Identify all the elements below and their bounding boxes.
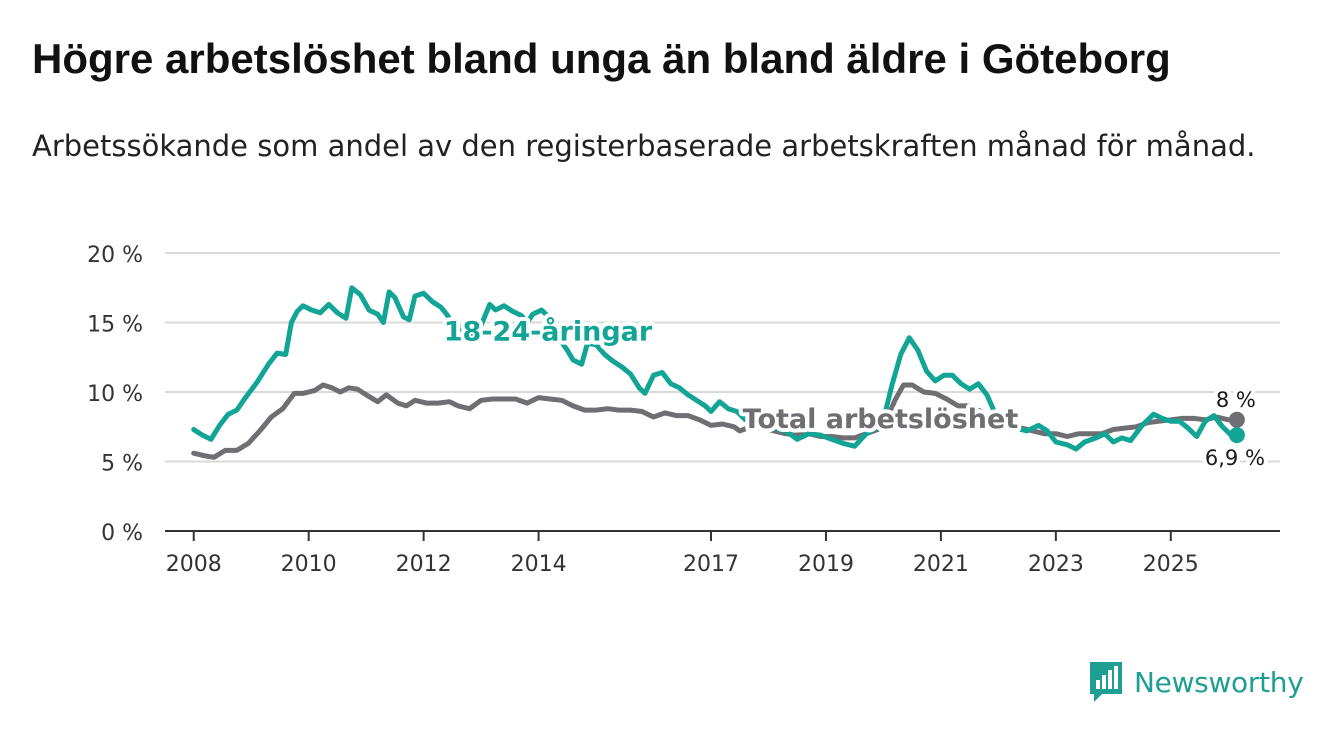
x-tick-label: 2010 xyxy=(281,552,337,577)
end-label-youth: 6,9 % xyxy=(1205,446,1265,470)
x-tick-label: 2025 xyxy=(1143,552,1199,577)
x-tick-label: 2014 xyxy=(511,552,567,577)
chart-title: Högre arbetslöshet bland unga än bland ä… xyxy=(32,35,1171,82)
series-lines xyxy=(191,285,1245,460)
x-tick-label: 2021 xyxy=(913,552,969,577)
grid-lines xyxy=(165,252,1280,463)
end-point-total xyxy=(1228,411,1245,428)
series-label-youth: 18-24-åringar xyxy=(444,316,653,348)
series-label-total: Total arbetslöshet xyxy=(743,404,1019,435)
series-line-total xyxy=(191,382,1240,460)
y-tick-label: 20 % xyxy=(87,243,143,268)
x-tick-labels: 2008 2010 2012 2014 2017 2019 2021 2023 2025 xyxy=(166,552,1199,577)
x-tick-label: 2023 xyxy=(1028,552,1084,577)
y-tick-label: 10 % xyxy=(87,382,143,407)
brand-name: Newsworthy xyxy=(1134,665,1304,699)
brand-logo: Newsworthy xyxy=(1088,660,1304,704)
x-tick-label: 2017 xyxy=(683,552,739,577)
end-point-youth xyxy=(1228,427,1245,444)
chart-subtitle: Arbetssökande som andel av den registerb… xyxy=(32,129,1256,163)
y-tick-label: 0 % xyxy=(101,521,143,546)
x-tick-label: 2012 xyxy=(396,552,452,577)
x-axis xyxy=(165,530,1280,541)
y-tick-label: 5 % xyxy=(101,452,143,477)
x-tick-label: 2019 xyxy=(798,552,854,577)
y-tick-label: 15 % xyxy=(87,313,143,338)
end-label-total: 8 % xyxy=(1216,388,1256,412)
x-tick-label: 2008 xyxy=(166,552,222,577)
series-line-youth xyxy=(191,285,1240,452)
series-labels: 18-24-åringar Total arbetslöshet 8 % 6,9 % xyxy=(440,312,1269,475)
bar-chart-badge-icon xyxy=(1090,662,1122,702)
y-tick-labels: 0 % 5 % 10 % 15 % 20 % xyxy=(87,243,143,546)
